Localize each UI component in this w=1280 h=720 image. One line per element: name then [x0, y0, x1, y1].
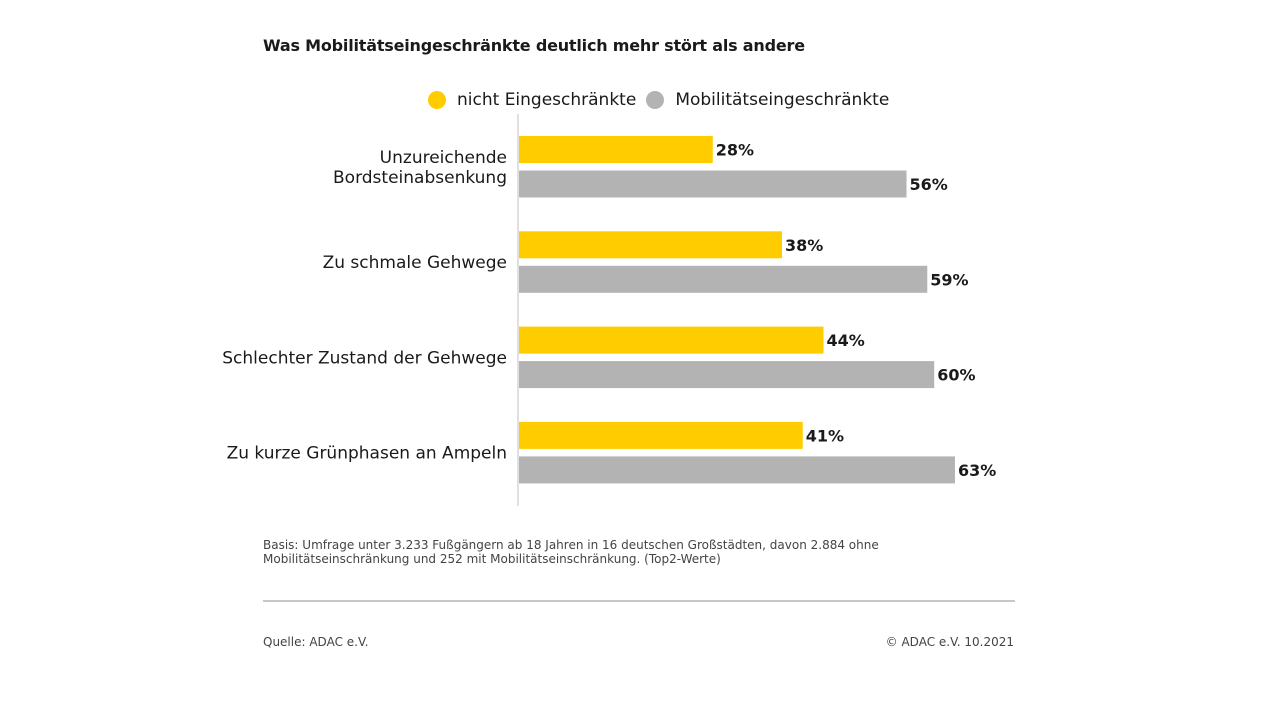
- bar-not-restricted: [519, 421, 803, 449]
- legend-label-not-restricted: nicht Eingeschränkte: [457, 90, 637, 110]
- copyright-text: © ADAC e.V. 10.2021: [885, 635, 1014, 649]
- data-label: 44%: [826, 331, 864, 350]
- data-label: 59%: [930, 270, 968, 289]
- chart-title: Was Mobilitätseingeschränkte deutlich me…: [263, 36, 805, 55]
- category-label: Unzureichende: [380, 148, 507, 168]
- legend-label-mobility-restricted: Mobilitätseingeschränkte: [675, 90, 890, 110]
- data-label: 60%: [937, 366, 975, 385]
- bar-not-restricted: [519, 136, 713, 163]
- bar-not-restricted: [519, 231, 782, 259]
- category-label: Zu schmale Gehwege: [323, 253, 507, 273]
- basis-note: Basis: Umfrage unter 3.233 Fußgängern ab…: [263, 538, 879, 566]
- category-label: Zu kurze Grünphasen an Ampeln: [227, 444, 507, 464]
- data-label: 63%: [958, 461, 996, 480]
- data-label: 56%: [910, 175, 948, 194]
- bar-mobility-restricted: [519, 456, 955, 484]
- bar-mobility-restricted: [519, 170, 907, 198]
- data-label: 41%: [806, 426, 844, 445]
- legend-dot-gray: [646, 91, 665, 109]
- bar-mobility-restricted: [519, 361, 935, 389]
- data-label: 28%: [716, 141, 754, 160]
- legend-item-not-restricted: nicht Eingeschränkte: [428, 90, 636, 110]
- category-label: Bordsteinabsenkung: [333, 168, 507, 188]
- footer-divider: [263, 600, 1015, 602]
- bar-mobility-restricted: [519, 265, 928, 293]
- legend-item-mobility-restricted: Mobilitätseingeschränkte: [646, 90, 889, 110]
- bar-not-restricted: [519, 326, 824, 354]
- legend: nicht Eingeschränkte Mobilitätseingeschr…: [428, 90, 899, 110]
- data-label: 38%: [785, 236, 823, 255]
- legend-dot-yellow: [428, 91, 446, 109]
- source-text: Quelle: ADAC e.V.: [263, 635, 369, 649]
- category-label: Schlechter Zustand der Gehwege: [222, 348, 507, 368]
